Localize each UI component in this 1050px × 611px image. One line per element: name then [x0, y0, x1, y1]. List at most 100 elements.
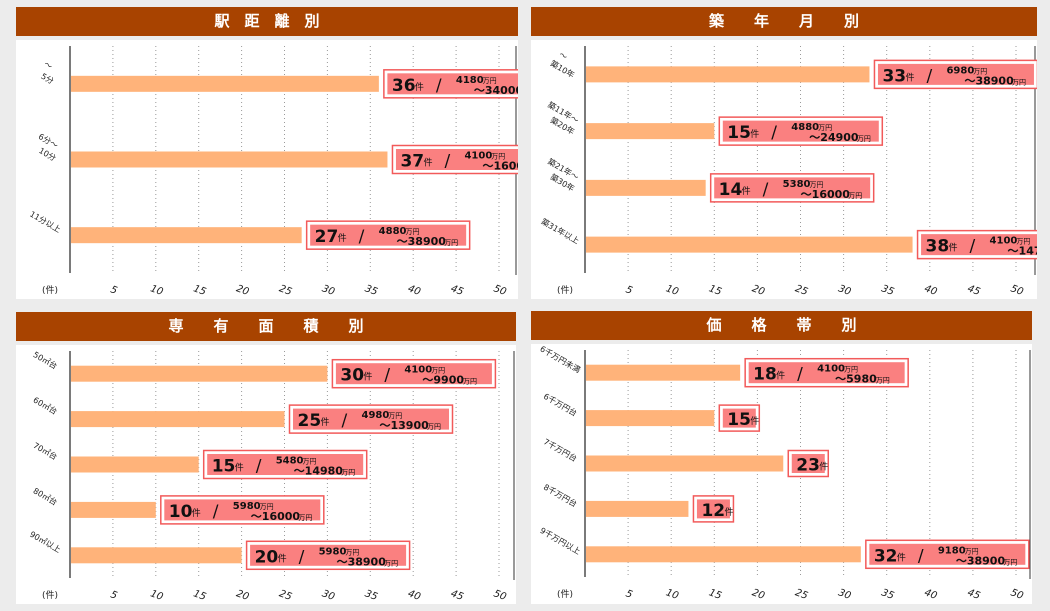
x-tick-label: 15	[707, 283, 723, 298]
category-label-line: 9千万円以上	[538, 525, 582, 556]
data-label-unit: 件	[897, 551, 906, 563]
annotation-fill	[721, 407, 757, 429]
x-tick-label: 15	[707, 587, 723, 602]
data-label-count: 15	[727, 410, 751, 430]
data-label-price-unit: 万円	[345, 548, 359, 556]
category-label: 70㎡台	[32, 440, 60, 462]
x-tick-label: 45	[966, 283, 982, 298]
annotation-fill	[920, 233, 1050, 257]
data-label-unit: 件	[321, 416, 330, 428]
x-tick-label: 10	[664, 587, 680, 602]
category-label: 11分以上	[28, 210, 62, 235]
data-label-price-min: 4100	[404, 365, 432, 376]
category-label-line: 〜	[557, 50, 568, 62]
chart-station-distance: 5 10 15 20 25 30 35 40 45 50(件)〜5分 36 件/4180万円〜3400…	[28, 46, 557, 298]
data-label-count: 15	[727, 123, 751, 143]
data-label-slash: /	[436, 76, 442, 96]
category-label-line: 60㎡台	[32, 395, 60, 417]
data-label-price-max: 〜5980	[835, 373, 877, 386]
data-label-price-min: 9180	[938, 545, 966, 556]
x-tick-label: 20	[750, 587, 766, 602]
data-label-price-unit: 万円	[483, 77, 497, 85]
bar	[586, 123, 715, 140]
annotation-fill	[868, 542, 1027, 566]
x-tick-label: 35	[880, 283, 896, 298]
data-label-price-unit: 万円	[848, 192, 862, 200]
data-label-count: 36	[392, 76, 416, 96]
data-label-price-max: 〜34000	[474, 84, 518, 97]
category-label-line: 築31年以上	[540, 216, 582, 246]
data-label-price-unit: 万円	[491, 153, 505, 161]
data-label-price-max: 〜13900	[380, 419, 430, 432]
bar	[71, 411, 285, 428]
annotation-fill	[163, 498, 322, 522]
bar	[586, 455, 784, 472]
data-label-slash: /	[342, 411, 348, 431]
category-label-line: 5分	[39, 72, 55, 86]
x-tick-label: 45	[449, 588, 465, 603]
bar	[586, 66, 870, 83]
x-tick-label: 25	[277, 588, 293, 603]
data-label-price-min: 4100	[817, 364, 845, 375]
data-label-unit: 件	[415, 81, 424, 93]
x-tick-label: 40	[406, 283, 422, 298]
data-label-price-unit: 万円	[844, 366, 858, 374]
chart-panel-station-distance: 駅 距 離 別 5 10 15 20 25 30 35 40 45 50 (件) 〜 5分 36 件/418…	[16, 7, 557, 299]
category-label: 6千万円未満	[538, 343, 582, 374]
x-tick-label: 30	[837, 587, 853, 602]
x-tick-label: 20	[750, 283, 766, 298]
x-unit-label: (件)	[42, 284, 58, 296]
data-label-price-max: 〜24900	[809, 131, 859, 144]
data-label-price-max: 〜16000	[251, 510, 301, 523]
data-label-count: 32	[874, 546, 898, 566]
chart-title: 駅 距 離 別	[16, 7, 518, 36]
annotation-fill	[249, 543, 408, 567]
x-unit-label: (件)	[42, 589, 58, 601]
bar	[586, 236, 913, 253]
data-label-unit: 件	[750, 415, 759, 427]
data-label-count: 25	[298, 411, 322, 431]
data-label-slash: /	[359, 227, 365, 247]
data-label-count: 12	[701, 501, 725, 521]
bar	[71, 456, 199, 473]
category-label: 〜築10年	[549, 50, 577, 80]
data-label-slash: /	[213, 502, 219, 522]
data-label-count: 18	[753, 365, 777, 385]
data-label-price-unit: 万円	[388, 412, 402, 420]
data-label-slash: /	[918, 546, 924, 566]
annotation-fill	[292, 407, 450, 431]
data-label-price-max: 〜38900	[397, 235, 447, 248]
x-tick-label: 45	[966, 587, 982, 602]
data-label-unit: 件	[338, 232, 347, 244]
x-tick-label: 30	[320, 588, 336, 603]
data-label-unit: 件	[742, 185, 751, 197]
x-tick-label: 25	[277, 283, 293, 298]
category-label: 築21年〜築30年	[546, 156, 581, 193]
x-tick-label: 40	[923, 587, 939, 602]
data-label-count: 37	[400, 152, 424, 172]
data-label-price-unit: 万円	[341, 469, 355, 477]
chart-title: 価 格 帯 別	[531, 311, 1032, 340]
annotation-fill	[876, 62, 1035, 86]
bar	[586, 500, 689, 517]
category-label-line: 7千万円台	[542, 436, 579, 463]
bar	[586, 179, 706, 196]
chart-title: 専 有 面 積 別	[16, 312, 516, 341]
data-label-price-min: 5980	[233, 501, 261, 512]
category-label: 80㎡台	[32, 485, 60, 507]
data-label-count: 30	[340, 366, 364, 386]
data-label-price-max: 〜38900	[956, 554, 1006, 567]
x-tick-label: 45	[449, 283, 465, 298]
data-label-unit: 件	[278, 552, 287, 564]
x-tick-label: 50	[1009, 283, 1025, 298]
category-label-line: 築10年	[549, 58, 577, 80]
x-tick-label: 40	[406, 588, 422, 603]
category-label: 60㎡台	[32, 395, 60, 417]
x-tick-label: 35	[363, 588, 379, 603]
category-label-line: 6千万円台	[542, 391, 579, 418]
x-tick-label: 20	[235, 283, 251, 298]
data-label-slash: /	[444, 152, 450, 172]
category-label-line: 8千万円台	[542, 482, 579, 509]
data-label-slash: /	[970, 237, 976, 257]
x-tick-label: 50	[1009, 587, 1025, 602]
